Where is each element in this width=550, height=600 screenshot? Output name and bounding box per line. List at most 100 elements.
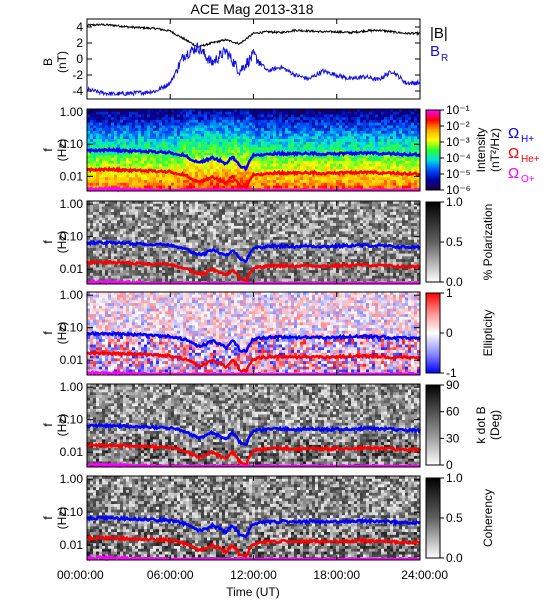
heatmap-cell <box>132 171 136 175</box>
heatmap-cell <box>153 223 157 227</box>
heatmap-cell <box>411 139 415 143</box>
heatmap-cell <box>144 209 148 213</box>
heatmap-cell <box>141 130 145 134</box>
heatmap-cell <box>198 275 202 279</box>
heatmap-cell <box>105 152 109 156</box>
heatmap-cell <box>156 228 160 232</box>
heatmap-cell <box>300 141 304 145</box>
heatmap-cell <box>348 160 352 164</box>
heatmap-cell <box>129 214 133 218</box>
heatmap-cell <box>177 214 181 218</box>
heatmap-cell <box>342 169 346 173</box>
heatmap-cell <box>219 139 223 143</box>
heatmap-cell <box>183 111 187 115</box>
heatmap-cell <box>201 174 205 178</box>
heatmap-cell <box>300 114 304 118</box>
heatmap-cell <box>228 231 232 235</box>
heatmap-cell <box>159 166 163 170</box>
heatmap-cell <box>87 239 91 243</box>
heatmap-cell <box>90 130 94 134</box>
heatmap-cell <box>237 212 241 216</box>
heatmap-cell <box>183 109 187 113</box>
heatmap-cell <box>297 185 301 189</box>
heatmap-cell <box>198 152 202 156</box>
heatmap-cell <box>183 163 187 167</box>
heatmap-cell <box>240 169 244 173</box>
heatmap-cell <box>204 166 208 170</box>
heatmap-cell <box>294 139 298 143</box>
heatmap-cell <box>117 270 121 274</box>
heatmap-cell <box>321 182 325 186</box>
heatmap-cell <box>198 234 202 238</box>
heatmap-cell <box>87 264 91 268</box>
heatmap-cell <box>288 139 292 143</box>
heatmap-cell <box>354 122 358 126</box>
heatmap-cell <box>231 114 235 118</box>
heatmap-cell <box>282 133 286 137</box>
heatmap-cell <box>357 180 361 184</box>
heatmap-cell <box>366 185 370 189</box>
heatmap-cell <box>210 220 214 224</box>
heatmap-cell <box>303 174 307 178</box>
heatmap-cell <box>261 139 265 143</box>
heatmap-cell <box>141 225 145 229</box>
heatmap-cell <box>171 231 175 235</box>
heatmap-cell <box>192 236 196 241</box>
heatmap-cell <box>222 174 226 178</box>
heatmap-cell <box>90 139 94 143</box>
heatmap-cell <box>198 150 202 154</box>
heatmap-cell <box>156 256 160 260</box>
heatmap-cell <box>285 111 289 115</box>
heatmap-cell <box>285 136 289 140</box>
heatmap-cell <box>273 163 277 167</box>
heatmap-cell <box>357 114 361 118</box>
heatmap-cell <box>141 147 145 151</box>
heatmap-cell <box>411 163 415 167</box>
heatmap-cell <box>309 169 313 173</box>
heatmap-cell <box>132 136 136 140</box>
heatmap-cell <box>195 275 199 279</box>
heatmap-cell <box>339 125 343 129</box>
heatmap-cell <box>198 223 202 227</box>
heatmap-cell <box>282 122 286 126</box>
heatmap-cell <box>141 272 145 276</box>
heatmap-cell <box>219 125 223 129</box>
heatmap-cell <box>246 111 250 115</box>
heatmap-cell <box>192 147 196 151</box>
heatmap-cell <box>99 275 103 279</box>
heatmap-cell <box>387 141 391 145</box>
heatmap-cell <box>225 166 229 170</box>
heatmap-cell <box>342 109 346 113</box>
heatmap-cell <box>207 174 211 178</box>
heatmap-cell <box>228 185 232 189</box>
heatmap-cell <box>159 141 163 145</box>
heatmap-cell <box>369 174 373 178</box>
heatmap-cell <box>87 177 91 181</box>
heatmap-cell <box>216 122 220 126</box>
heatmap-cell <box>195 152 199 156</box>
heatmap-cell <box>156 144 160 148</box>
heatmap-cell <box>372 133 376 137</box>
heatmap-cell <box>234 245 238 249</box>
heatmap-cell <box>240 136 244 140</box>
heatmap-cell <box>120 114 124 118</box>
heatmap-cell <box>408 114 412 118</box>
heatmap-cell <box>327 133 331 137</box>
heatmap-cell <box>141 270 145 274</box>
heatmap-cell <box>147 234 151 238</box>
heatmap-cell <box>387 111 391 115</box>
heatmap-cell <box>135 234 139 238</box>
heatmap-cell <box>117 272 121 276</box>
heatmap-cell <box>180 111 184 115</box>
heatmap-cell <box>99 245 103 249</box>
heatmap-cell <box>222 212 226 216</box>
heatmap-cell <box>120 203 124 207</box>
heatmap-cell <box>360 109 364 113</box>
heatmap-cell <box>366 174 370 178</box>
heatmap-cell <box>312 122 316 126</box>
heatmap-cell <box>204 152 208 156</box>
heatmap-cell <box>375 169 379 173</box>
heatmap-cell <box>222 248 226 252</box>
heatmap-cell <box>93 133 97 137</box>
heatmap-cell <box>144 182 148 186</box>
